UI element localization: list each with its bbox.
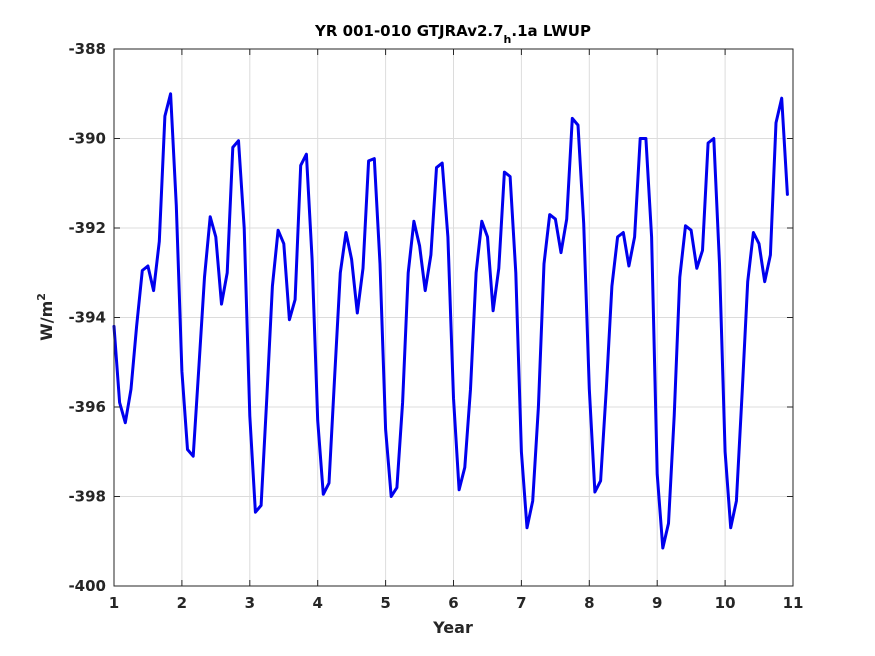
y-tick-label: -392 [68,219,106,237]
y-tick-labels: -400 -398 -396 -394 -392 -390 -388 [68,40,106,595]
x-tick-label: 4 [312,594,322,612]
chart-title-suffix: .1a LWUP [511,22,591,40]
x-tick-label: 6 [448,594,458,612]
y-axis-label-main: W/m [37,301,56,341]
chart-title: YR 001-010 GTJRAv2.7h.1a LWUP [314,22,591,46]
y-tick-label: -396 [68,398,106,416]
y-axis-label: W/m2 [35,293,56,341]
x-tick-labels: 1 2 3 4 5 6 7 8 9 10 11 [109,594,804,612]
x-tick-label: 1 [109,594,119,612]
series-layer [112,92,789,550]
chart-title-subscript: h [504,33,512,46]
x-tick-label: 5 [380,594,390,612]
y-axis-label-superscript: 2 [35,293,48,301]
x-tick-label: 9 [652,594,662,612]
y-tick-label: -400 [68,577,106,595]
y-tick-label: -398 [68,488,106,506]
axis-ticks [113,48,794,587]
y-tick-label: -390 [68,130,106,148]
x-tick-label: 11 [783,594,804,612]
x-tick-label: 2 [177,594,187,612]
x-axis-label: Year [432,618,473,637]
series-line [112,92,789,550]
y-tick-label: -394 [68,309,106,327]
y-tick-label: -388 [68,40,106,58]
x-tick-label: 8 [584,594,594,612]
x-tick-label: 3 [245,594,255,612]
x-tick-label: 10 [715,594,736,612]
chart-title-main: YR 001-010 GTJRAv2.7 [314,22,504,40]
x-tick-label: 7 [516,594,526,612]
